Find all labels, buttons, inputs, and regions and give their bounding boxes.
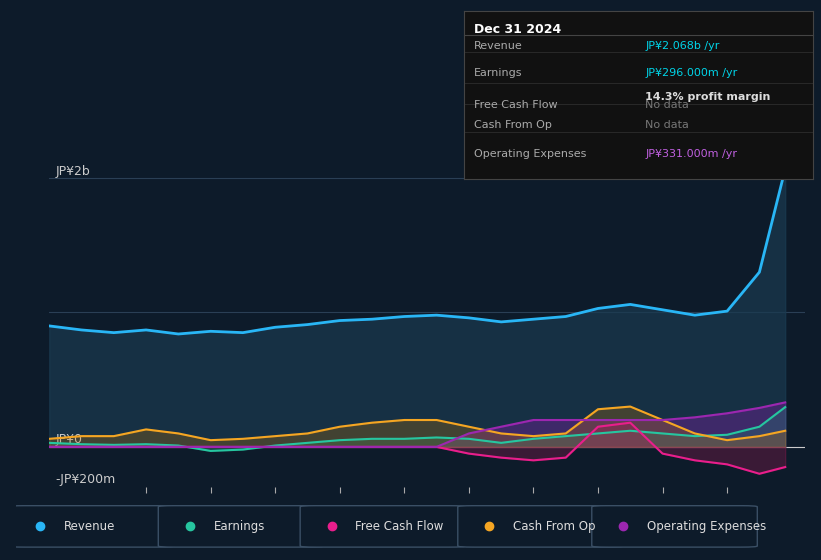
FancyBboxPatch shape xyxy=(158,506,323,547)
FancyBboxPatch shape xyxy=(300,506,466,547)
Text: Free Cash Flow: Free Cash Flow xyxy=(355,520,443,533)
Text: Dec 31 2024: Dec 31 2024 xyxy=(475,23,562,36)
Text: Revenue: Revenue xyxy=(64,520,115,533)
Text: JP¥0: JP¥0 xyxy=(56,433,83,446)
Text: JP¥2b: JP¥2b xyxy=(56,165,90,178)
Text: JP¥331.000m /yr: JP¥331.000m /yr xyxy=(645,149,737,159)
FancyBboxPatch shape xyxy=(592,506,757,547)
Text: Operating Expenses: Operating Expenses xyxy=(475,149,587,159)
Text: 14.3% profit margin: 14.3% profit margin xyxy=(645,92,771,102)
FancyBboxPatch shape xyxy=(8,506,174,547)
Text: -JP¥200m: -JP¥200m xyxy=(56,473,116,486)
FancyBboxPatch shape xyxy=(458,506,623,547)
Text: No data: No data xyxy=(645,100,689,110)
Text: JP¥296.000m /yr: JP¥296.000m /yr xyxy=(645,68,737,78)
Text: No data: No data xyxy=(645,120,689,130)
Text: Cash From Op: Cash From Op xyxy=(475,120,553,130)
Text: Cash From Op: Cash From Op xyxy=(513,520,595,533)
Text: Operating Expenses: Operating Expenses xyxy=(647,520,766,533)
Text: Earnings: Earnings xyxy=(213,520,265,533)
Text: Free Cash Flow: Free Cash Flow xyxy=(475,100,558,110)
Text: JP¥2.068b /yr: JP¥2.068b /yr xyxy=(645,41,720,52)
Text: Earnings: Earnings xyxy=(475,68,523,78)
Text: Revenue: Revenue xyxy=(475,41,523,52)
